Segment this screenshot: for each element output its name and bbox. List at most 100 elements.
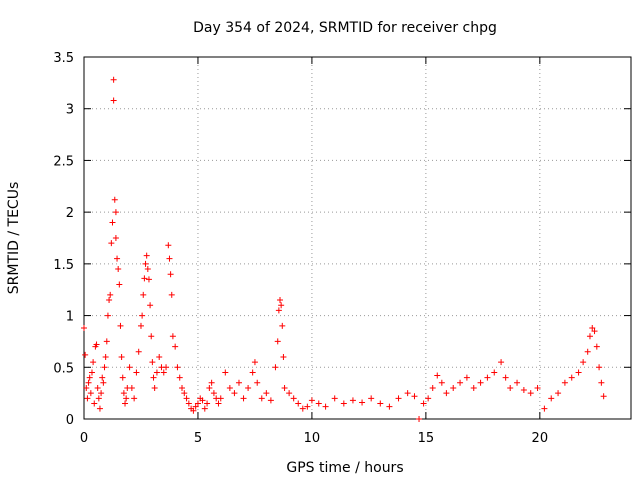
- data-point: [110, 76, 117, 83]
- data-point: [275, 307, 282, 314]
- data-point: [84, 395, 91, 402]
- data-point: [349, 397, 356, 404]
- data-point: [548, 395, 555, 402]
- data-point: [111, 196, 118, 203]
- data-point: [98, 390, 105, 397]
- data-point: [201, 405, 208, 412]
- data-point: [181, 390, 188, 397]
- data-point: [149, 359, 156, 366]
- data-point: [484, 374, 491, 381]
- data-point: [137, 322, 144, 329]
- data-point: [555, 390, 562, 397]
- data-point: [600, 393, 607, 400]
- data-point: [112, 209, 119, 216]
- data-point: [153, 369, 160, 376]
- data-point: [596, 364, 603, 371]
- x-axis-label: GPS time / hours: [286, 460, 403, 476]
- data-point: [295, 400, 302, 407]
- data-point: [117, 322, 124, 329]
- data-point: [589, 324, 596, 331]
- data-point: [584, 348, 591, 355]
- data-point: [315, 400, 322, 407]
- data-point: [103, 338, 110, 345]
- data-point: [322, 403, 329, 410]
- data-point: [477, 379, 484, 386]
- data-point: [520, 387, 527, 394]
- data-point: [586, 333, 593, 340]
- data-point: [169, 333, 176, 340]
- data-point: [443, 390, 450, 397]
- data-point: [122, 400, 129, 407]
- data-point: [258, 395, 265, 402]
- data-point: [568, 374, 575, 381]
- data-point: [395, 395, 402, 402]
- data-point: [231, 390, 238, 397]
- data-point: [434, 372, 441, 379]
- data-point: [135, 348, 142, 355]
- data-point: [145, 276, 152, 283]
- data-point: [151, 384, 158, 391]
- data-point: [100, 379, 107, 386]
- data-points: [81, 76, 607, 422]
- data-point: [274, 338, 281, 345]
- data-point: [404, 390, 411, 397]
- data-point: [290, 395, 297, 402]
- data-point: [156, 353, 163, 360]
- data-point: [593, 343, 600, 350]
- data-point: [143, 252, 150, 259]
- data-point: [438, 379, 445, 386]
- data-point: [199, 397, 206, 404]
- y-tick-label: 1: [66, 310, 74, 325]
- data-point: [163, 364, 170, 371]
- data-point: [168, 291, 175, 298]
- x-tick-label: 15: [418, 431, 435, 446]
- data-point: [142, 260, 149, 267]
- data-point: [591, 328, 598, 335]
- data-point: [215, 400, 222, 407]
- data-point: [116, 281, 123, 288]
- data-point: [277, 297, 284, 304]
- data-point: [331, 395, 338, 402]
- data-point: [183, 395, 190, 402]
- grid: [84, 57, 631, 419]
- data-point: [109, 219, 116, 226]
- y-tick-label: 3: [66, 103, 74, 118]
- data-point: [90, 359, 97, 366]
- data-point: [411, 393, 418, 400]
- data-point: [299, 405, 306, 412]
- data-point: [95, 395, 102, 402]
- plot-frame: [83, 56, 632, 420]
- data-point: [575, 369, 582, 376]
- data-point: [272, 364, 279, 371]
- data-point: [190, 407, 197, 414]
- data-point: [192, 403, 199, 410]
- data-point: [281, 384, 288, 391]
- data-point: [141, 275, 148, 282]
- y-tick-label: 0: [66, 413, 74, 428]
- data-point: [176, 374, 183, 381]
- data-point: [450, 384, 457, 391]
- y-tick-label: 2: [66, 206, 74, 221]
- data-point: [115, 266, 122, 273]
- data-point: [222, 369, 229, 376]
- data-point: [580, 359, 587, 366]
- data-point: [148, 333, 155, 340]
- data-point: [377, 400, 384, 407]
- data-point: [254, 379, 261, 386]
- data-point: [126, 364, 133, 371]
- data-point: [147, 302, 154, 309]
- data-point: [279, 322, 286, 329]
- data-point: [174, 364, 181, 371]
- data-point: [119, 374, 126, 381]
- data-point: [93, 341, 100, 348]
- data-point: [278, 302, 285, 309]
- x-tick-label: 20: [532, 431, 549, 446]
- data-point: [107, 291, 114, 298]
- x-tick-label: 5: [194, 431, 202, 446]
- data-point: [133, 369, 140, 376]
- data-point: [91, 400, 98, 407]
- data-point: [99, 374, 106, 381]
- data-point: [267, 397, 274, 404]
- data-point: [598, 379, 605, 386]
